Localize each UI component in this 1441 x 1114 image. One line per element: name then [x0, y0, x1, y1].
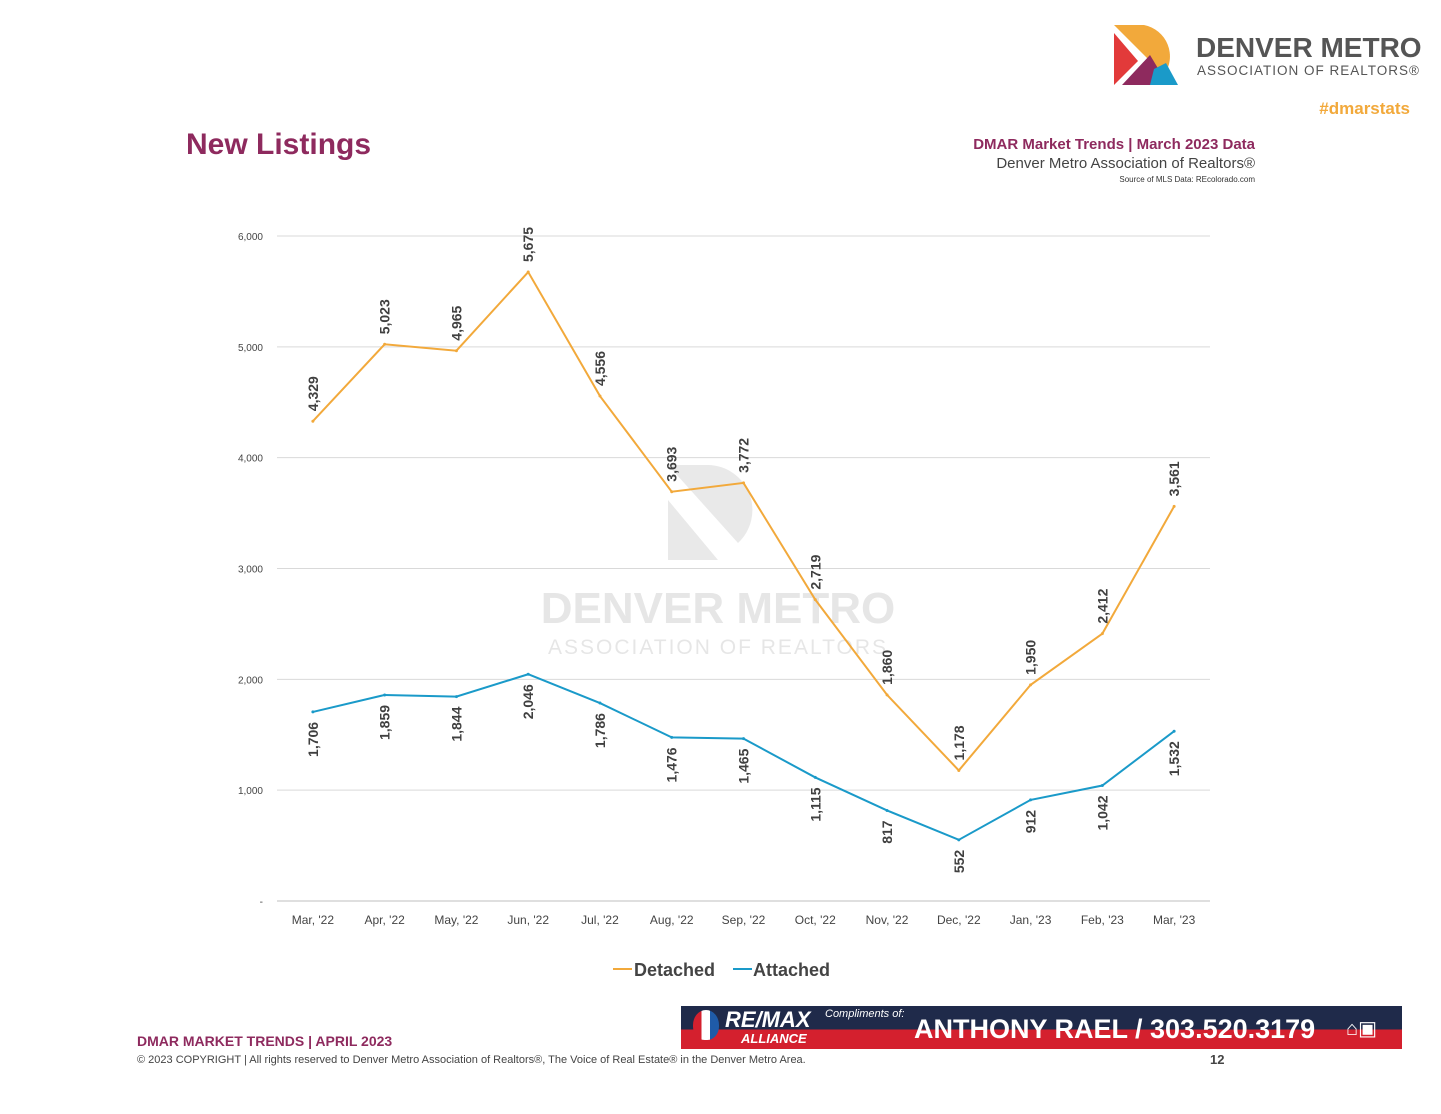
- data-point: [957, 768, 961, 772]
- data-label: 1,950: [1023, 640, 1039, 675]
- data-label: 3,561: [1166, 461, 1182, 496]
- data-label: 1,178: [951, 725, 967, 760]
- x-tick-label: Jul, '22: [581, 913, 619, 927]
- x-tick-label: Mar, '23: [1153, 913, 1196, 927]
- data-point: [1029, 798, 1033, 802]
- data-label: 4,329: [305, 376, 321, 411]
- data-label: 912: [1023, 810, 1039, 834]
- data-label: 3,772: [736, 438, 752, 473]
- data-point: [454, 349, 458, 353]
- data-label: 1,859: [377, 705, 393, 740]
- data-label: 552: [951, 850, 967, 874]
- data-label: 5,023: [377, 299, 393, 334]
- equal-housing-icon: ⌂▣: [1346, 1018, 1377, 1040]
- x-tick-label: Sep, '22: [722, 913, 766, 927]
- agent-contact: ANTHONY RAEL / 303.520.3179: [914, 1014, 1316, 1044]
- data-label: 2,719: [807, 554, 823, 589]
- data-label: 1,476: [664, 747, 680, 782]
- data-label: 2,046: [520, 684, 536, 719]
- remax-logo: RE/MAX: [725, 1007, 811, 1032]
- data-label: 1,042: [1094, 795, 1110, 830]
- data-point: [1100, 632, 1104, 636]
- y-tick-label: 4,000: [238, 454, 263, 465]
- brand-name: DENVER METRO: [1196, 32, 1422, 63]
- data-label: 4,556: [592, 351, 608, 386]
- data-label: 817: [879, 820, 895, 844]
- footer-copyright: © 2023 COPYRIGHT | All rights reserved t…: [137, 1054, 806, 1066]
- data-point: [1172, 729, 1176, 733]
- data-point: [454, 695, 458, 699]
- x-tick-label: Aug, '22: [650, 913, 694, 927]
- data-point: [885, 808, 889, 812]
- org-name: Denver Metro Association of Realtors®: [996, 155, 1255, 172]
- data-point: [598, 701, 602, 705]
- x-tick-label: May, '22: [434, 913, 478, 927]
- data-label: 3,693: [664, 446, 680, 481]
- data-label: 1,786: [592, 713, 608, 748]
- data-label: 1,532: [1166, 741, 1182, 776]
- x-tick-label: Dec, '22: [937, 913, 981, 927]
- data-label: 1,844: [448, 706, 464, 741]
- data-label: 5,675: [520, 227, 536, 262]
- balloon-icon: [693, 1010, 719, 1040]
- x-tick-label: Jan, '23: [1010, 913, 1052, 927]
- page-number: 12: [1210, 1052, 1225, 1067]
- data-point: [957, 838, 961, 842]
- data-label: 1,465: [736, 748, 752, 783]
- x-tick-label: Oct, '22: [795, 913, 836, 927]
- footer-report: DMAR MARKET TRENDS | APRIL 2023: [137, 1033, 393, 1049]
- x-tick-label: Apr, '22: [364, 913, 405, 927]
- data-point: [598, 394, 602, 398]
- data-label: 1,706: [305, 722, 321, 757]
- data-point: [526, 672, 530, 676]
- watermark: DENVER METRO ASSOCIATION OF REALTORS: [541, 465, 895, 659]
- data-point: [311, 710, 315, 714]
- data-label: 4,965: [448, 305, 464, 340]
- compliments-label: Compliments of:: [825, 1008, 905, 1020]
- data-point: [670, 735, 674, 739]
- data-point: [526, 270, 530, 274]
- data-point: [670, 490, 674, 494]
- remax-alliance: ALLIANCE: [741, 1031, 807, 1046]
- hashtag: #dmarstats: [1319, 99, 1410, 118]
- y-tick-label: 6,000: [238, 232, 263, 243]
- x-tick-label: Mar, '22: [292, 913, 335, 927]
- data-point: [885, 693, 889, 697]
- dmar-logo: [1114, 25, 1180, 92]
- y-tick-label: 1,000: [238, 786, 263, 797]
- report-title: DMAR Market Trends | March 2023 Data: [973, 136, 1255, 153]
- data-point: [311, 419, 315, 423]
- x-tick-label: Nov, '22: [866, 913, 909, 927]
- data-label: 1,115: [807, 787, 823, 821]
- data-point: [1029, 683, 1033, 687]
- data-label: 2,412: [1094, 588, 1110, 623]
- y-tick-label: 5,000: [238, 343, 263, 354]
- data-label: 1,860: [879, 650, 895, 685]
- x-tick-label: Jun, '22: [507, 913, 549, 927]
- legend: Detached Attached: [613, 960, 830, 980]
- sponsor-banner: RE/MAX ALLIANCE Compliments of: ANTHONY …: [681, 1006, 1402, 1049]
- line-chart: DENVER METRO ASSOCIATION OF REALTORS - 1,…: [238, 227, 1210, 980]
- data-point: [813, 598, 817, 602]
- page-title: New Listings: [186, 128, 372, 161]
- data-source: Source of MLS Data: REcolorado.com: [1119, 175, 1255, 184]
- y-tick-label: 3,000: [238, 565, 263, 576]
- data-point: [742, 481, 745, 485]
- data-point: [742, 737, 745, 741]
- y-tick-label: 2,000: [238, 675, 263, 686]
- legend-detached: Detached: [634, 960, 715, 980]
- x-tick-label: Feb, '23: [1081, 913, 1124, 927]
- watermark-line1: DENVER METRO: [541, 584, 895, 633]
- data-point: [383, 693, 387, 697]
- y-tick-label: -: [260, 897, 263, 908]
- data-point: [1172, 504, 1176, 508]
- data-point: [813, 775, 817, 779]
- watermark-line2: ASSOCIATION OF REALTORS: [548, 636, 888, 659]
- data-point: [1100, 784, 1104, 788]
- brand-subtitle: ASSOCIATION OF REALTORS®: [1197, 63, 1420, 78]
- legend-attached: Attached: [753, 960, 830, 980]
- data-point: [383, 342, 387, 346]
